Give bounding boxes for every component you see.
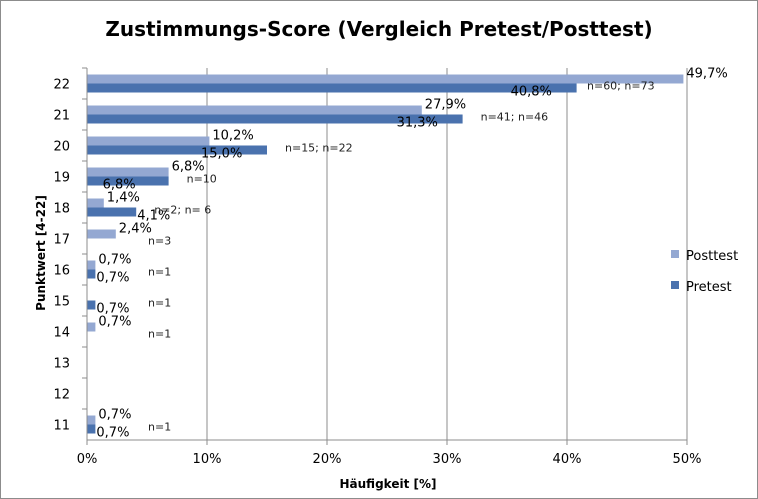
sample-size-label: n=10: [187, 173, 217, 186]
x-tick-label: 10%: [193, 452, 222, 467]
y-tick-label: 12: [53, 388, 70, 403]
bar-pretest: [87, 145, 267, 155]
y-tick-label: 18: [53, 202, 70, 217]
sample-size-label: n=2; n= 6: [154, 204, 211, 217]
y-tick-label: 15: [53, 295, 70, 310]
bar-pretest: [87, 176, 169, 186]
sample-size-label: n=1: [148, 266, 171, 279]
bar-posttest: [87, 74, 684, 84]
data-label-posttest: 27,9%: [425, 98, 466, 113]
sample-size-label: n=41; n=46: [481, 111, 549, 124]
bar-pretest: [87, 300, 96, 310]
bar-posttest: [87, 167, 169, 177]
y-tick-label: 16: [53, 264, 70, 279]
y-tick-label: 17: [53, 233, 70, 248]
y-tick-label: 22: [53, 78, 70, 93]
legend: Posttest Pretest: [671, 249, 738, 295]
legend-swatch: [671, 250, 679, 258]
bar-posttest: [87, 415, 96, 425]
bar-posttest: [87, 260, 96, 270]
data-label-pretest: 40,8%: [511, 85, 552, 100]
x-tick-label: 0%: [77, 452, 98, 467]
x-axis-title: Häufigkeit [%]: [340, 477, 437, 491]
y-tick-label: 14: [53, 326, 70, 341]
data-label-pretest: 6,8%: [103, 178, 136, 193]
y-tick-label: 11: [53, 419, 70, 434]
x-tick-label: 40%: [553, 452, 582, 467]
bars: [87, 74, 684, 434]
data-label-pretest: 0,7%: [96, 426, 129, 441]
bar-pretest: [87, 207, 137, 217]
data-label-posttest: 0,7%: [98, 253, 131, 268]
sample-size-label: n=1: [148, 297, 171, 310]
data-label-pretest: 4,1%: [137, 209, 170, 224]
bar-pretest: [87, 424, 96, 434]
legend-swatch: [671, 281, 679, 289]
axes: 0% 10% 20% 30% 40% 50% 22 21 20 19 18 17 16 15 14 13 12 1…: [53, 67, 702, 467]
bar-posttest: [87, 136, 210, 146]
sample-size-label: n=3: [148, 235, 171, 248]
chart-title: Zustimmungs-Score (Vergleich Pretest/Pos…: [105, 17, 652, 41]
data-label-posttest: 6,8%: [172, 160, 205, 175]
bar-pretest: [87, 114, 463, 124]
data-label-pretest: 0,7%: [96, 302, 129, 317]
sample-size-label: n=1: [148, 421, 171, 434]
y-axis-title: Punktwert [4-22]: [34, 195, 48, 311]
sample-size-label: n=60; n=73: [587, 80, 655, 93]
x-tick-label: 20%: [313, 452, 342, 467]
gridlines: [206, 68, 688, 440]
legend-label: Posttest: [686, 249, 738, 264]
sample-size-label: n=15; n=22: [285, 142, 353, 155]
data-label-posttest: 10,2%: [212, 129, 253, 144]
data-label-pretest: 0,7%: [96, 271, 129, 286]
data-labels: 49,7% 40,8% n=60; n=73 27,9% 31,3% n=41; n=46…: [96, 67, 727, 441]
bar-pretest: [87, 269, 96, 279]
data-label-pretest: 15,0%: [201, 147, 242, 162]
data-label-posttest: 0,7%: [98, 408, 131, 423]
bar-posttest: [87, 105, 422, 115]
data-label-posttest: 49,7%: [686, 67, 727, 82]
sample-size-label: n=1: [148, 328, 171, 341]
y-tick-label: 19: [53, 171, 70, 186]
x-tick-label: 30%: [433, 452, 462, 467]
data-label-pretest: 31,3%: [397, 116, 438, 131]
bar-posttest: [87, 322, 96, 332]
y-tick-label: 20: [53, 140, 70, 155]
bar-posttest: [87, 198, 104, 208]
data-label-posttest: 1,4%: [107, 191, 140, 206]
bar-pretest: [87, 83, 577, 93]
legend-label: Pretest: [686, 280, 732, 295]
x-tick-label: 50%: [673, 452, 702, 467]
y-tick-label: 13: [53, 357, 70, 372]
bar-posttest: [87, 229, 116, 239]
data-label-posttest: 2,4%: [119, 222, 152, 237]
y-tick-label: 21: [53, 109, 70, 124]
data-label-posttest: 0,7%: [98, 315, 131, 330]
